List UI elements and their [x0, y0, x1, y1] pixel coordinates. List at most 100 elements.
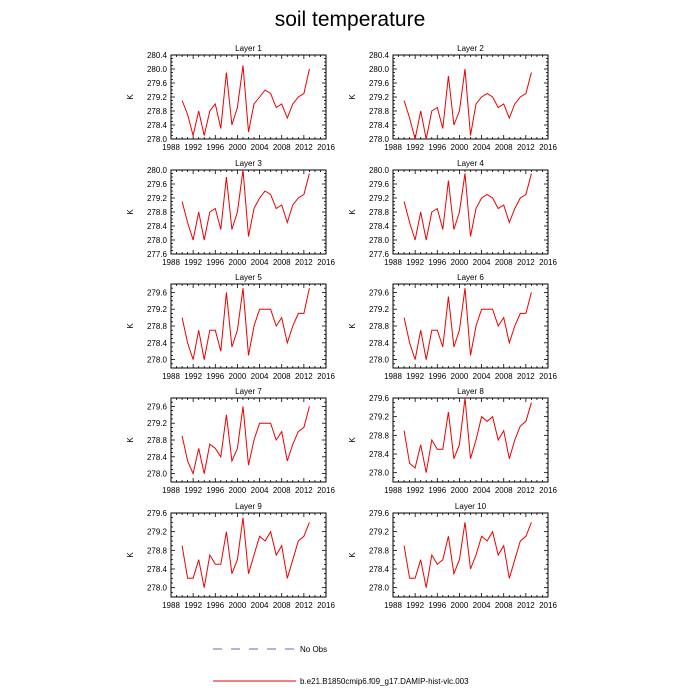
- panel-title: Layer 10: [455, 502, 487, 511]
- x-tick-label: 2004: [473, 143, 491, 152]
- x-tick-label: 2012: [517, 143, 535, 152]
- y-tick-label: 279.6: [369, 79, 390, 88]
- legend-label: No Obs: [300, 645, 327, 654]
- panel-title: Layer 1: [235, 44, 262, 53]
- y-tick-label: 278.0: [369, 135, 390, 144]
- x-tick-label: 2016: [317, 143, 335, 152]
- x-tick-label: 1992: [406, 601, 424, 610]
- x-tick-label: 1996: [428, 143, 446, 152]
- x-tick-label: 1992: [184, 372, 202, 381]
- x-tick-label: 2004: [473, 486, 491, 495]
- y-tick-label: 279.2: [369, 413, 390, 422]
- y-tick-label: 278.4: [147, 453, 168, 462]
- x-tick-label: 1992: [184, 486, 202, 495]
- y-tick-label: 279.6: [147, 402, 168, 411]
- y-tick-label: 278.4: [369, 121, 390, 130]
- x-tick-label: 2008: [495, 372, 513, 381]
- y-tick-label: 278.8: [369, 322, 390, 331]
- x-tick-label: 2008: [273, 486, 291, 495]
- x-tick-label: 2000: [451, 143, 469, 152]
- y-tick-label: 278.4: [147, 565, 168, 574]
- y-tick-label: 279.2: [147, 305, 168, 314]
- y-tick-label: 278.0: [147, 135, 168, 144]
- y-tick-label: 278.8: [369, 546, 390, 555]
- x-tick-label: 2008: [273, 372, 291, 381]
- y-tick-label: 278.0: [147, 356, 168, 365]
- panel-title: Layer 7: [235, 387, 262, 396]
- y-tick-label: 278.4: [369, 450, 390, 459]
- y-tick-label: 278.0: [147, 584, 168, 593]
- x-tick-label: 2000: [229, 143, 247, 152]
- x-tick-label: 1996: [206, 258, 224, 267]
- x-tick-label: 1992: [406, 143, 424, 152]
- plot-frame: [170, 169, 327, 255]
- panel-title: Layer 2: [457, 44, 484, 53]
- panel-layer-3: Layer 3 1988 1992 1996 2000 2004 2008 2012 2016 2…: [126, 159, 335, 267]
- x-tick-label: 1996: [428, 486, 446, 495]
- series-line: [181, 406, 310, 476]
- y-tick-label: 280.0: [147, 166, 168, 175]
- y-tick-label: 279.2: [147, 419, 168, 428]
- x-tick-label: 2012: [295, 486, 313, 495]
- y-axis-label: K: [348, 437, 357, 443]
- x-tick-label: 1992: [184, 601, 202, 610]
- y-tick-label: 280.0: [369, 65, 390, 74]
- y-tick-label: 277.6: [369, 250, 390, 259]
- y-axis-label: K: [348, 94, 357, 100]
- y-tick-label: 278.0: [369, 236, 390, 245]
- x-tick-label: 2008: [495, 601, 513, 610]
- y-axis-label: K: [126, 209, 135, 215]
- x-tick-label: 2012: [517, 372, 535, 381]
- x-tick-label: 2000: [451, 601, 469, 610]
- x-tick-label: 2016: [317, 601, 335, 610]
- x-tick-label: 2004: [251, 143, 269, 152]
- x-tick-label: 2004: [473, 372, 491, 381]
- y-tick-label: 278.8: [147, 436, 168, 445]
- y-tick-label: 280.4: [369, 51, 390, 60]
- y-axis-label: K: [348, 323, 357, 329]
- x-tick-label: 2012: [295, 143, 313, 152]
- x-tick-label: 2004: [251, 486, 269, 495]
- y-tick-label: 279.6: [147, 180, 168, 189]
- y-tick-label: 278.4: [147, 222, 168, 231]
- x-tick-label: 1992: [406, 258, 424, 267]
- y-tick-label: 278.4: [147, 339, 168, 348]
- series-line: [181, 65, 310, 136]
- y-tick-label: 278.8: [147, 208, 168, 217]
- x-tick-label: 2012: [517, 486, 535, 495]
- x-tick-label: 1988: [162, 372, 180, 381]
- y-tick-label: 279.2: [369, 305, 390, 314]
- legend-label: b.e21.B1850cmip6.f09_g17.DAMIP-hist-vlc.…: [300, 677, 469, 686]
- x-tick-label: 2012: [295, 258, 313, 267]
- x-tick-label: 2008: [495, 486, 513, 495]
- y-tick-label: 278.8: [147, 322, 168, 331]
- series-line: [403, 288, 532, 360]
- y-tick-label: 279.6: [147, 509, 168, 518]
- x-tick-label: 2008: [495, 143, 513, 152]
- x-tick-label: 1996: [428, 372, 446, 381]
- panel-layer-8: Layer 8 1988 1992 1996 2000 2004 2008 2012 2016 2…: [348, 387, 557, 495]
- x-tick-label: 1996: [206, 372, 224, 381]
- x-tick-label: 1996: [428, 601, 446, 610]
- x-tick-label: 1988: [384, 372, 402, 381]
- x-tick-label: 2000: [229, 258, 247, 267]
- y-tick-label: 278.4: [369, 222, 390, 231]
- x-tick-label: 2004: [473, 601, 491, 610]
- x-tick-label: 2016: [539, 486, 557, 495]
- x-tick-label: 2000: [229, 601, 247, 610]
- y-tick-label: 280.0: [147, 65, 168, 74]
- panel-layer-1: Layer 1 1988 1992 1996 2000 2004 2008 2012 2016 2…: [126, 44, 335, 152]
- panel-layer-4: Layer 4 1988 1992 1996 2000 2004 2008 2012 2016 2…: [348, 159, 557, 267]
- panel-layer-6: Layer 6 1988 1992 1996 2000 2004 2008 2012 2016 2…: [348, 273, 557, 381]
- y-tick-label: 278.0: [147, 236, 168, 245]
- y-tick-label: 278.8: [369, 107, 390, 116]
- y-tick-label: 279.6: [147, 79, 168, 88]
- x-tick-label: 2000: [451, 372, 469, 381]
- plot-frame: [392, 169, 549, 255]
- panel-title: Layer 4: [457, 159, 484, 168]
- x-tick-label: 2016: [539, 372, 557, 381]
- panel-layer-7: Layer 7 1988 1992 1996 2000 2004 2008 2012 2016 2…: [126, 387, 335, 495]
- legend: No Obs b.e21.B1850cmip6.f09_g17.DAMIP-his…: [213, 645, 469, 686]
- y-tick-label: 279.2: [369, 528, 390, 537]
- x-tick-label: 1988: [162, 143, 180, 152]
